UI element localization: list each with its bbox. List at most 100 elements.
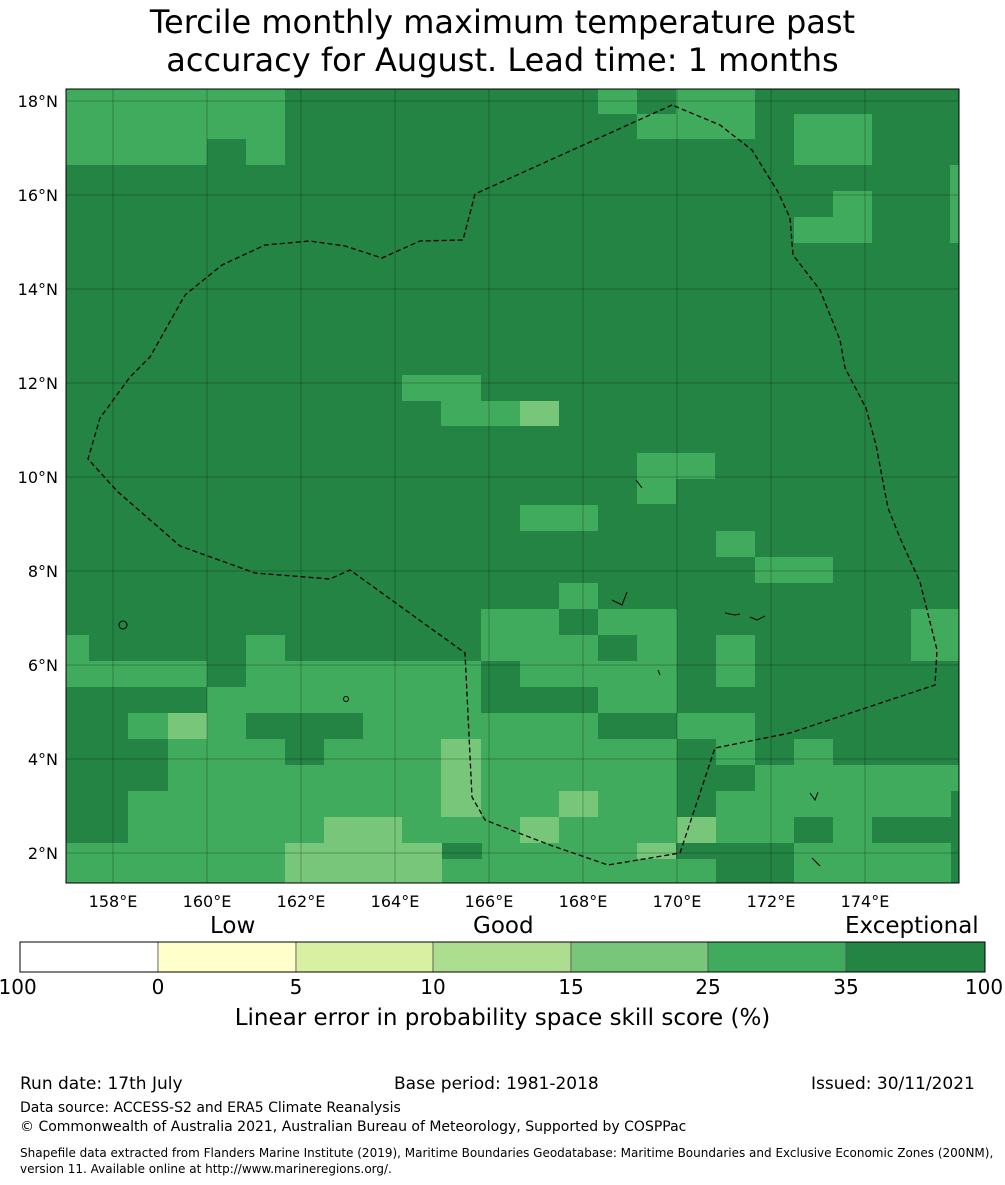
skill-cell	[441, 739, 481, 817]
skill-cell	[676, 89, 755, 139]
skill-cell	[598, 635, 637, 661]
skill-cell	[755, 557, 833, 583]
skill-cell	[66, 687, 90, 713]
skill-cell	[481, 687, 598, 713]
skill-cell	[716, 531, 755, 557]
skill-cell	[559, 609, 598, 635]
skill-cell	[911, 609, 959, 661]
islands	[118, 479, 821, 867]
skill-cell	[637, 114, 676, 139]
colorbar-swatch	[295, 941, 434, 973]
skill-cell	[598, 687, 677, 713]
lon-tick-label: 164°E	[371, 892, 420, 911]
skill-cell	[128, 687, 207, 713]
colorbar-axis-label: Linear error in probability space skill …	[234, 1005, 771, 1031]
skill-cell	[677, 661, 716, 687]
lat-tick-label: 6°N	[28, 656, 58, 675]
skill-cell	[637, 479, 676, 504]
map-gridlines	[66, 89, 959, 883]
skill-cell	[716, 765, 755, 791]
skill-cell	[482, 843, 637, 883]
shapefile-credit-line-2: version 11. Available online at http://w…	[20, 1162, 392, 1176]
skill-cell	[66, 89, 285, 139]
skill-cell	[246, 139, 285, 165]
lon-tick-label: 170°E	[653, 892, 702, 911]
lat-tick-label: 8°N	[28, 562, 58, 581]
skill-cell	[677, 739, 716, 765]
skill-cell	[168, 765, 441, 791]
skill-cell	[168, 713, 207, 739]
skill-cell	[598, 791, 677, 817]
skill-map: 158°E 160°E 162°E 164°E 166°E 168°E 170°E 172°E…	[18, 88, 960, 911]
skill-cell	[598, 89, 637, 114]
skill-cell	[246, 635, 285, 661]
lon-tick-label: 172°E	[747, 892, 796, 911]
skill-cell	[66, 139, 207, 165]
colorbar-tick: 10	[420, 975, 446, 999]
lat-tick-label: 18°N	[18, 92, 58, 111]
skill-cell	[324, 739, 441, 765]
skill-cell	[637, 453, 715, 479]
lat-tick-label: 14°N	[18, 280, 58, 299]
skill-cell	[285, 843, 442, 859]
colorbar-swatch	[157, 941, 297, 973]
skill-cell	[66, 817, 128, 843]
colorbar-swatch	[570, 941, 709, 973]
colorbar-tick: 100	[964, 975, 1004, 999]
skill-cell	[481, 791, 559, 817]
skill-cell	[207, 661, 246, 687]
skill-cell	[677, 687, 959, 713]
skill-cell	[677, 713, 755, 739]
issued-date: Issued: 30/11/2021	[811, 1074, 975, 1094]
skill-cell	[442, 859, 482, 883]
skill-cell	[872, 817, 951, 843]
skill-cell	[716, 817, 794, 843]
skill-cell	[794, 114, 872, 165]
lat-tick-label: 10°N	[18, 468, 58, 487]
colorbar-tick: -100	[0, 975, 37, 999]
skill-cell	[755, 765, 951, 791]
copyright: © Commonwealth of Australia 2021, Austra…	[20, 1119, 687, 1135]
colorbar-tick: 25	[695, 975, 721, 999]
legend-label-good: Good	[473, 913, 534, 939]
skill-cell	[794, 843, 951, 883]
lon-tick-label: 174°E	[841, 892, 890, 911]
colorbar-swatch	[707, 941, 847, 973]
colorbar-tick: 15	[558, 975, 584, 999]
legend-label-exceptional: Exceptional	[845, 913, 979, 939]
longitude-axis: 158°E 160°E 162°E 164°E 166°E 168°E 170°E 172°E…	[89, 892, 890, 911]
lat-tick-label: 16°N	[18, 186, 58, 205]
skill-cell	[66, 843, 285, 883]
skill-cell	[559, 817, 677, 843]
skill-cell	[441, 401, 520, 426]
lon-tick-label: 160°E	[183, 892, 232, 911]
skill-cell	[402, 375, 481, 401]
lon-tick-label: 168°E	[559, 892, 608, 911]
skill-cell	[794, 217, 872, 243]
skill-cell	[598, 713, 677, 739]
skill-cell	[716, 791, 951, 817]
base-period: Base period: 1981-2018	[394, 1074, 599, 1094]
lon-tick-label: 166°E	[465, 892, 514, 911]
lat-tick-label: 4°N	[28, 750, 58, 769]
colorbar-swatch	[19, 941, 159, 973]
latitude-axis: 18°N 16°N 14°N 12°N 10°N 8°N 6°N 4°N 2°N	[18, 92, 58, 863]
skill-cell	[637, 859, 716, 883]
skill-cell	[716, 843, 794, 883]
skill-cell	[481, 661, 520, 687]
legend-label-low: Low	[210, 913, 256, 939]
skill-cell	[755, 661, 959, 687]
data-source: Data source: ACCESS-S2 and ERA5 Climate …	[20, 1100, 401, 1116]
skill-cell	[794, 739, 833, 765]
skill-cell	[520, 505, 598, 531]
skill-cell	[520, 817, 559, 843]
map-frame	[65, 88, 960, 884]
eez-boundary	[87, 104, 938, 866]
lon-tick-label: 162°E	[277, 892, 326, 911]
colorbar-frame	[19, 941, 986, 973]
skill-cell	[677, 817, 716, 843]
lat-tick-label: 12°N	[18, 374, 58, 393]
colorbar-swatch	[845, 941, 986, 973]
chart-title-line-2: accuracy for August. Lead time: 1 months	[166, 41, 839, 79]
colorbar	[19, 941, 986, 973]
